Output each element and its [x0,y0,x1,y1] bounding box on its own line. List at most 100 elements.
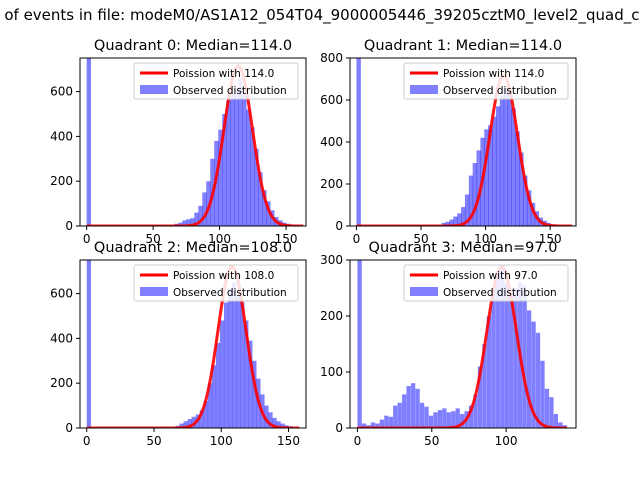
histogram-bar [198,205,203,226]
histogram-bar [211,365,217,428]
plot-area [356,260,568,428]
poisson-curve [85,265,301,428]
histogram-bar [473,394,478,428]
y-tick-label: 200 [50,376,73,390]
histogram-bar [227,289,233,428]
plot-area [355,58,573,226]
histogram-bar [215,342,221,428]
histogram-bar [268,412,273,428]
histogram-bar [526,190,532,226]
histogram-bar [486,316,492,428]
histogram-bar [477,366,483,428]
histogram-bar [379,419,385,428]
y-tick-label: 200 [50,174,73,188]
chart-panel-0: 0 50 100 150 0 200 400 600 Quadrant 0: Median=11… [50,38,307,246]
x-tick-label: 150 [539,232,562,246]
chart-panel-1: 0 50 100 150 0 200 400 600 800 Quadrant 1: Median… [320,38,577,246]
histogram-bar [250,127,255,226]
histogram-bar [187,419,192,428]
legend-observed-label: Observed distribution [173,287,287,299]
y-tick-label: 0 [335,421,343,435]
histogram-bar [495,271,501,428]
histogram-bar [240,302,245,428]
histogram-bar [222,114,227,226]
histogram-bar [375,423,380,428]
poisson-curve [356,265,568,428]
histogram-bar [511,108,516,226]
axes-frame [79,57,307,227]
legend-poisson-label: Poission with 108.0 [173,270,274,282]
x-tick-label: 0 [354,434,362,448]
histogram-bar [468,175,474,226]
legend-box [133,264,299,302]
histogram-bar [356,58,361,226]
histogram-bar [507,91,512,226]
x-tick-label: 50 [413,232,428,246]
histogram-bar [519,152,524,226]
histogram-bar [464,194,470,226]
histogram-bar [530,202,536,226]
y-tick-label: 200 [320,309,343,323]
y-tick-label: 200 [320,177,343,191]
legend-box [403,62,569,100]
histogram-bar [276,421,281,428]
legend-poisson-label: Poission with 114.0 [173,68,274,80]
histogram-bar [523,175,528,226]
y-tick-label: 0 [65,219,73,233]
histogram-bar [504,282,509,428]
legend-observed-label: Observed distribution [443,287,557,299]
legend-observed-swatch [140,85,168,94]
histogram-bar [451,411,456,428]
histogram-bar [226,100,231,226]
histogram-bar [410,383,416,428]
histogram-bar [357,260,362,428]
x-tick-label: 0 [353,232,361,246]
histogram-bar [242,93,247,226]
histogram-bar [388,416,393,428]
histogram-bar [482,344,487,428]
histogram-bar [455,408,460,428]
axes-frame [349,259,577,429]
histogram-bar [457,213,462,226]
legend-poisson-label: Poission with 97.0 [443,270,538,282]
histogram-bar [199,410,205,428]
histogram-bar [488,125,493,226]
histogram-bar [513,288,518,428]
x-tick-label: 100 [210,434,233,448]
histogram-bar [453,216,458,226]
panel-title: Quadrant 0: Median=114.0 [94,38,292,54]
histogram-bar [393,405,398,428]
histogram-bar [558,422,563,428]
histogram-bar [461,207,466,226]
histogram-bar [419,402,425,428]
y-tick-label: 100 [320,365,343,379]
histogram-bar [549,397,554,428]
histogram-bar [495,106,501,226]
histogram-bar [272,417,277,428]
y-tick-label: 300 [320,253,343,267]
x-tick-label: 100 [495,434,518,448]
y-tick-label: 600 [50,85,73,99]
x-tick-label: 50 [146,434,161,448]
histogram-bar [178,222,183,226]
histogram-bar [491,288,496,428]
histogram-bar [244,320,249,428]
legend-poisson-label: Poission with 114.0 [443,68,544,80]
chart-panel-2: 0 50 100 150 0 200 400 600 Quadrant 2: Median=10… [50,240,307,448]
axes-frame [79,259,307,429]
histogram-bar [254,148,259,226]
histogram-bar [522,285,527,428]
figure-suptitle: Fraction of events in file: modeM0/AS1A1… [0,6,640,25]
histogram-bar [264,405,269,428]
histogram-bar [234,91,239,226]
chart-panel-3: 0 50 100 0 100 200 300 Quadrant 3: Median=97.0 P… [320,240,577,448]
x-tick-label: 150 [275,232,298,246]
histogram-bar [190,218,195,226]
histogram-bar [460,414,465,428]
histogram-bar [442,408,447,428]
legend-box [403,264,569,302]
histogram-bar [207,383,213,428]
histogram-bar [540,360,545,428]
histogram-bar [232,282,237,428]
